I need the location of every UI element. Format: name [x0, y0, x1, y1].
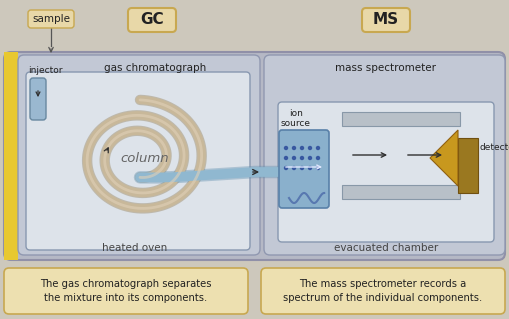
Circle shape	[308, 146, 312, 150]
Circle shape	[292, 156, 296, 160]
Circle shape	[284, 146, 288, 150]
Circle shape	[284, 166, 288, 170]
Circle shape	[316, 166, 320, 170]
FancyBboxPatch shape	[278, 102, 494, 242]
Circle shape	[300, 146, 304, 150]
Text: mass spectrometer: mass spectrometer	[335, 63, 437, 73]
FancyBboxPatch shape	[279, 130, 329, 208]
Text: sample: sample	[32, 14, 70, 24]
Circle shape	[284, 156, 288, 160]
Text: The gas chromatograph separates
the mixture into its components.: The gas chromatograph separates the mixt…	[40, 278, 212, 303]
FancyBboxPatch shape	[18, 55, 260, 255]
Circle shape	[316, 156, 320, 160]
FancyBboxPatch shape	[264, 55, 505, 255]
FancyBboxPatch shape	[128, 8, 176, 32]
Polygon shape	[430, 130, 458, 186]
Text: column: column	[121, 152, 169, 165]
Text: gas chromatograph: gas chromatograph	[104, 63, 206, 73]
Text: The mass spectrometer records a
spectrum of the individual components.: The mass spectrometer records a spectrum…	[284, 278, 483, 303]
Circle shape	[316, 146, 320, 150]
Text: MS: MS	[373, 12, 399, 27]
Circle shape	[308, 156, 312, 160]
Bar	[342, 185, 460, 199]
FancyBboxPatch shape	[30, 78, 46, 120]
FancyBboxPatch shape	[4, 268, 248, 314]
Circle shape	[300, 156, 304, 160]
FancyBboxPatch shape	[4, 52, 505, 260]
FancyBboxPatch shape	[362, 8, 410, 32]
Bar	[458, 138, 478, 193]
Circle shape	[300, 166, 304, 170]
Text: evacuated chamber: evacuated chamber	[334, 243, 438, 253]
Text: heated oven: heated oven	[102, 243, 167, 253]
Circle shape	[292, 166, 296, 170]
Circle shape	[292, 146, 296, 150]
Circle shape	[308, 166, 312, 170]
FancyBboxPatch shape	[26, 72, 250, 250]
FancyBboxPatch shape	[28, 10, 74, 28]
Bar	[342, 112, 460, 126]
Text: injector: injector	[28, 66, 63, 75]
Text: GC: GC	[140, 12, 164, 27]
FancyBboxPatch shape	[261, 268, 505, 314]
Bar	[4, 52, 18, 260]
Text: detector: detector	[480, 144, 509, 152]
Text: ion
source: ion source	[281, 108, 311, 128]
